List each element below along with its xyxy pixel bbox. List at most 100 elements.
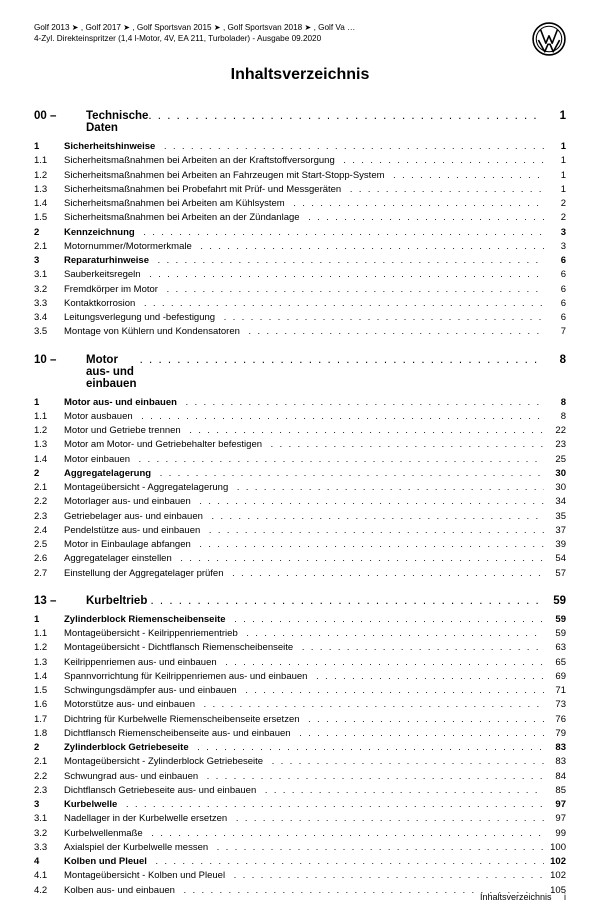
dot-leader: . . . . . . . . . . . . . . . . . . . . … (237, 481, 544, 495)
entry-label: Sicherheitsmaßnahmen bei Arbeiten an der… (64, 211, 308, 225)
toc-entry-row: 3.2Fremdkörper im Motor . . . . . . . . … (34, 283, 566, 297)
entry-number: 3.5 (34, 325, 64, 339)
dot-leader: . . . . . . . . . . . . . . . . . . . . … (151, 595, 542, 607)
entry-number: 2 (34, 467, 64, 481)
entry-number: 2.5 (34, 538, 64, 552)
entry-number: 1.1 (34, 410, 64, 424)
entry-label: Reparaturhinweise (64, 254, 158, 268)
entry-page: 37 (544, 524, 566, 538)
entry-label: Kurbelwellenmaße (64, 827, 151, 841)
entry-label: Nadellager in der Kurbelwelle ersetzen (64, 812, 236, 826)
dot-leader: . . . . . . . . . . . . . . . . . . . . … (156, 855, 544, 869)
entry-label: Schwingungsdämpfer aus- und einbauen (64, 684, 245, 698)
entry-page: 83 (544, 741, 566, 755)
toc-entry-row: 1Sicherheitshinweise . . . . . . . . . .… (34, 140, 566, 154)
toc-entry-row: 1.2Sicherheitsmaßnahmen bei Arbeiten an … (34, 169, 566, 183)
toc-entry-row: 1.4Motor einbauen . . . . . . . . . . . … (34, 453, 566, 467)
entry-number: 2.1 (34, 755, 64, 769)
toc-entry-row: 1.3Keilrippenriemen aus- und einbauen . … (34, 656, 566, 670)
toc-entry-row: 2.3Dichtflansch Getriebeseite aus- und e… (34, 784, 566, 798)
entry-label: Montageübersicht - Kolben und Pleuel (64, 869, 234, 883)
entry-label: Zylinderblock Riemenscheibenseite (64, 613, 234, 627)
dot-leader: . . . . . . . . . . . . . . . . . . . . … (148, 110, 542, 122)
entry-number: 3.2 (34, 283, 64, 297)
entry-label: Einstellung der Aggregatelager prüfen (64, 567, 232, 581)
entry-page: 73 (544, 698, 566, 712)
toc-entry-row: 3.2Kurbelwellenmaße . . . . . . . . . . … (34, 827, 566, 841)
chapter-page: 8 (542, 354, 566, 366)
dot-leader: . . . . . . . . . . . . . . . . . . . . … (140, 354, 542, 366)
entry-label: Kontaktkorrosion (64, 297, 144, 311)
entry-page: 39 (544, 538, 566, 552)
entry-label: Sauberkeitsregeln (64, 268, 149, 282)
entry-page: 79 (544, 727, 566, 741)
toc-entry-row: 1.8Dichtflansch Riemenscheibenseite aus-… (34, 727, 566, 741)
chapter-number: 00 – (34, 110, 86, 122)
entry-number: 1.5 (34, 211, 64, 225)
entry-number: 1.6 (34, 698, 64, 712)
dot-leader: . . . . . . . . . . . . . . . . . . . . … (302, 641, 544, 655)
entry-page: 6 (544, 297, 566, 311)
toc-entry-row: 1.1Motor ausbauen . . . . . . . . . . . … (34, 410, 566, 424)
entry-label: Kolben aus- und einbauen (64, 884, 184, 898)
entry-label: Motor ausbauen (64, 410, 141, 424)
entry-number: 2.2 (34, 495, 64, 509)
entry-page: 59 (544, 627, 566, 641)
dot-leader: . . . . . . . . . . . . . . . . . . . . … (139, 453, 544, 467)
entry-number: 1.1 (34, 154, 64, 168)
entry-number: 1.2 (34, 169, 64, 183)
entry-page: 102 (544, 869, 566, 883)
toc-entry-row: 3Kurbelwelle . . . . . . . . . . . . . .… (34, 798, 566, 812)
toc-entry-row: 4Kolben und Pleuel . . . . . . . . . . .… (34, 855, 566, 869)
page-title: Inhaltsverzeichnis (34, 66, 566, 84)
entry-page: 6 (544, 283, 566, 297)
entry-number: 1.3 (34, 438, 64, 452)
toc-entry-row: 2.1Montageübersicht - Zylinderblock Getr… (34, 755, 566, 769)
toc-entry-row: 3.3Kontaktkorrosion . . . . . . . . . . … (34, 297, 566, 311)
dot-leader: . . . . . . . . . . . . . . . . . . . . … (204, 698, 544, 712)
toc-entry-row: 2.1Montageübersicht - Aggregatelagerung … (34, 481, 566, 495)
entry-page: 30 (544, 467, 566, 481)
dot-leader: . . . . . . . . . . . . . . . . . . . . … (207, 770, 544, 784)
entry-label: Spannvorrichtung für Keilrippenriemen au… (64, 670, 316, 684)
chapter-page: 59 (542, 595, 566, 607)
entry-label: Motor am Motor- und Getriebehalter befes… (64, 438, 271, 452)
toc-entry-row: 1.6Motorstütze aus- und einbauen . . . .… (34, 698, 566, 712)
entry-number: 2.6 (34, 552, 64, 566)
entry-label: Motor einbauen (64, 453, 139, 467)
toc-entry-row: 3.1Nadellager in der Kurbelwelle ersetze… (34, 812, 566, 826)
dot-leader: . . . . . . . . . . . . . . . . . . . . … (308, 713, 544, 727)
dot-leader: . . . . . . . . . . . . . . . . . . . . … (234, 869, 544, 883)
entry-number: 4.1 (34, 869, 64, 883)
toc-entry-row: 1.5Schwingungsdämpfer aus- und einbauen … (34, 684, 566, 698)
entry-number: 3.3 (34, 297, 64, 311)
entry-page: 22 (544, 424, 566, 438)
entry-number: 1.7 (34, 713, 64, 727)
entry-page: 7 (544, 325, 566, 339)
entry-label: Sicherheitsmaßnahmen bei Arbeiten an der… (64, 154, 343, 168)
dot-leader: . . . . . . . . . . . . . . . . . . . . … (199, 495, 544, 509)
dot-leader: . . . . . . . . . . . . . . . . . . . . … (141, 410, 544, 424)
entry-number: 1 (34, 396, 64, 410)
entry-page: 57 (544, 567, 566, 581)
entry-page: 2 (544, 197, 566, 211)
entry-number: 2 (34, 741, 64, 755)
entry-number: 2.3 (34, 510, 64, 524)
dot-leader: . . . . . . . . . . . . . . . . . . . . … (212, 510, 544, 524)
toc-entry-row: 2.1Motornummer/Motormerkmale . . . . . .… (34, 240, 566, 254)
entry-number: 1 (34, 613, 64, 627)
entry-page: 76 (544, 713, 566, 727)
entry-label: Fremdkörper im Motor (64, 283, 167, 297)
page-footer: Inhaltsverzeichnis i (480, 892, 566, 902)
entry-label: Sicherheitsmaßnahmen bei Probefahrt mit … (64, 183, 350, 197)
toc-entry-row: 2.5Motor in Einbaulage abfangen . . . . … (34, 538, 566, 552)
entry-label: Motor in Einbaulage abfangen (64, 538, 199, 552)
entry-page: 1 (544, 140, 566, 154)
entry-number: 3.4 (34, 311, 64, 325)
dot-leader: . . . . . . . . . . . . . . . . . . . . … (126, 798, 544, 812)
entry-number: 2.1 (34, 240, 64, 254)
toc-entry-row: 1.3Sicherheitsmaßnahmen bei Probefahrt m… (34, 183, 566, 197)
dot-leader: . . . . . . . . . . . . . . . . . . . . … (164, 140, 544, 154)
entry-number: 1.5 (34, 684, 64, 698)
entry-number: 3.1 (34, 812, 64, 826)
